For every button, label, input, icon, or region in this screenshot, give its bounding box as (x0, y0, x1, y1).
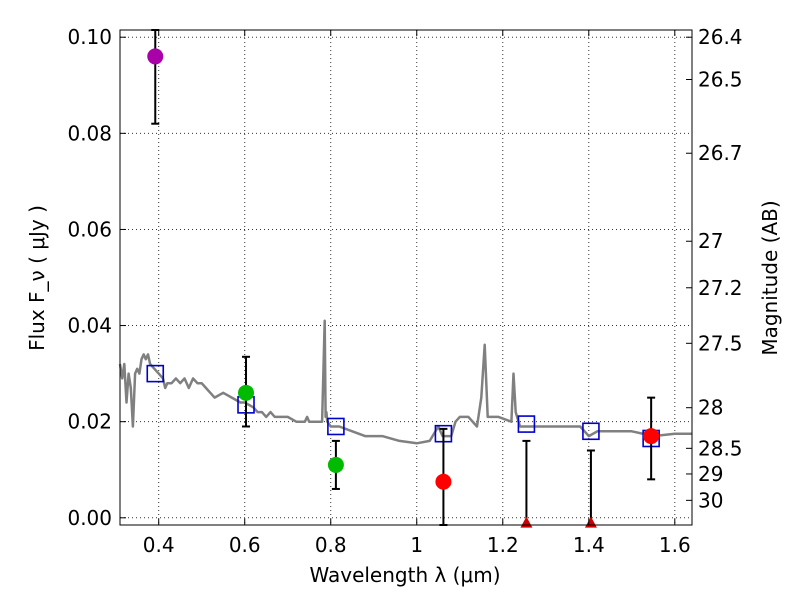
x-tick-label: 0.4 (143, 533, 175, 557)
magnitude-tick-label: 26.7 (698, 141, 743, 165)
y-tick-label: 0.08 (67, 121, 112, 145)
observed-point (238, 384, 255, 401)
plot-frame (119, 29, 693, 526)
observed-point (327, 456, 344, 473)
model-square (517, 415, 536, 433)
model-square (327, 417, 345, 436)
magnitude-tick-label: 27 (698, 229, 723, 253)
model-square (582, 422, 600, 441)
magnitude-tick-label: 28 (698, 396, 723, 420)
magnitude-tick-label: 27.2 (698, 276, 743, 300)
observed-point (147, 48, 164, 65)
y-tick-label: 0.04 (67, 314, 112, 338)
x-tick-label: 1.2 (487, 533, 519, 557)
y-tick-label: 0.06 (67, 217, 112, 241)
y-tick-labels: 0.00 0.02 0.04 0.06 0.08 0.10 (67, 25, 112, 530)
magnitude-tick-label: 28.5 (698, 436, 743, 460)
x-tick-label: 0.6 (229, 533, 261, 557)
magnitude-tick-label: 26.5 (698, 67, 743, 91)
axis-ticks (120, 30, 692, 525)
error-bars (151, 29, 656, 526)
model-square (146, 364, 165, 383)
magnitude-axis-title: Magnitude (AB) (758, 200, 782, 355)
magnitude-tick-label: 30 (698, 488, 723, 512)
y-tick-label: 0.02 (67, 410, 112, 434)
y-tick-label: 0.00 (67, 506, 112, 530)
x-axis-title: Wavelength λ (μm) (309, 563, 500, 587)
x-tick-label: 0.8 (315, 533, 347, 557)
y-tick-label: 0.10 (67, 25, 112, 49)
x-tick-labels: 0.4 0.6 0.8 1 1.2 1.4 1.6 (143, 533, 691, 557)
x-tick-label: 1.6 (659, 533, 691, 557)
x-tick-label: 1.4 (573, 533, 605, 557)
y-axis-title: Flux F_ν ( μJy ) (25, 205, 49, 351)
magnitude-tick-label: 27.5 (698, 331, 743, 355)
magnitude-tick-label: 29 (698, 462, 723, 486)
observed-point (435, 473, 452, 490)
observed-point (643, 428, 660, 445)
magnitude-tick-label: 26.4 (698, 25, 743, 49)
x-tick-label: 1 (410, 533, 423, 557)
